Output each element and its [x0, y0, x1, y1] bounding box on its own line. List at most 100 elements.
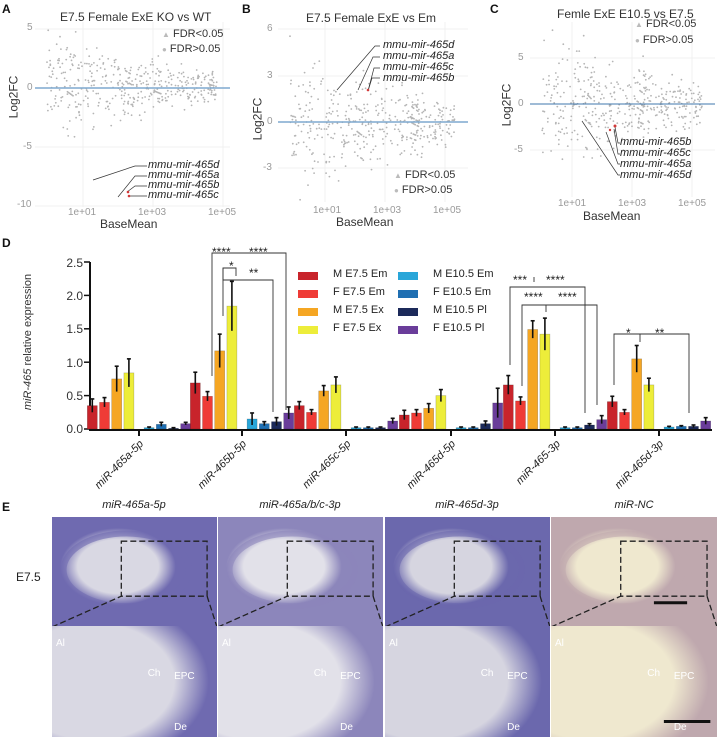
legend-swatch: [398, 272, 418, 280]
panel-d-ytick: 1.0: [66, 356, 83, 370]
panel-b-annotation: mmu-mir-465d: [383, 39, 455, 51]
significance-marker: ***: [513, 273, 528, 287]
row-label-e75: E7.5: [16, 570, 41, 584]
panel-a-ytick: 5: [27, 22, 33, 33]
tissue-label-de: De: [673, 722, 687, 733]
panel-b-xtick: 1e+05: [433, 205, 462, 216]
tissue-label-de: De: [507, 722, 520, 733]
panel-d-ytick: 1.5: [66, 322, 83, 336]
panel-b-ytick: 3: [267, 70, 273, 81]
legend-label: M E10.5 Pl: [433, 304, 487, 316]
triangle-icon: ▲: [162, 30, 170, 39]
panel-b-ytick: -3: [263, 162, 272, 173]
micrograph-overview: [52, 517, 217, 627]
panel-c-plot: [530, 22, 715, 197]
significance-marker: ****: [558, 290, 577, 304]
tissue-label-al: Al: [555, 638, 564, 649]
significance-marker: *: [229, 259, 234, 273]
panel-b-legend-fdr-ns: ● FDR>0.05: [394, 184, 453, 196]
panel-d-bar-chart: [84, 252, 712, 436]
panel-b-xtick: 1e+01: [313, 205, 342, 216]
panel-c-annotation: mmu-mir-465b: [620, 136, 692, 148]
legend-swatch: [298, 308, 318, 316]
panel-a-title: E7.5 Female ExE KO vs WT: [60, 10, 212, 24]
legend-swatch: [398, 326, 418, 334]
tissue-label-al: Al: [222, 638, 231, 649]
column-header: miR-465d-3p: [435, 499, 499, 511]
panel-c-annotation: mmu-mir-465d: [620, 169, 692, 181]
panel-b-annotation: mmu-mir-465a: [383, 50, 455, 62]
panel-a-xtick: 1e+01: [68, 207, 97, 218]
tissue-label-ch: Ch: [147, 668, 161, 679]
significance-marker: **: [249, 266, 259, 280]
panel-a-xtick: 1e+03: [138, 207, 167, 218]
panel-label-a: A: [2, 2, 11, 16]
circle-icon: ●: [635, 36, 640, 45]
panel-c-xlabel: BaseMean: [583, 209, 641, 223]
panel-d-ytick: 2.5: [66, 256, 83, 270]
micrograph-overview: [218, 517, 383, 627]
panel-a-annotation: mmu-mir-465d: [148, 159, 220, 171]
panel-b-xlabel: BaseMean: [336, 215, 394, 229]
significance-marker: ****: [249, 245, 268, 259]
legend-label: M E7.5 Em: [333, 268, 388, 280]
circle-icon: ●: [162, 45, 167, 54]
panel-b-annotation: mmu-mir-465b: [383, 72, 455, 84]
panel-a-ytick: -5: [23, 141, 32, 152]
panel-a-ytick: 0: [27, 82, 33, 93]
legend-swatch: [298, 326, 318, 334]
bar: [515, 400, 526, 430]
panel-d-ytick: 0.5: [66, 389, 83, 403]
panel-a-legend-fdr-sig: ▲ FDR<0.05: [162, 28, 224, 40]
triangle-icon: ▲: [635, 20, 643, 29]
legend-swatch: [398, 308, 418, 316]
column-header: miR-NC: [614, 499, 654, 511]
panel-label-e: E: [2, 500, 11, 514]
legend-label: F E7.5 Em: [333, 286, 385, 298]
panel-a-annotation: mmu-mir-465c: [148, 189, 219, 201]
tissue-label-de: De: [340, 722, 353, 733]
panel-label-d: D: [2, 236, 11, 250]
tissue-label-al: Al: [56, 638, 65, 649]
panel-c-legend-fdr-sig: ▲ FDR<0.05: [635, 18, 697, 30]
legend-swatch: [298, 290, 318, 298]
significance-marker: *: [626, 326, 631, 340]
tissue-label-epc: EPC: [507, 671, 528, 682]
panel-b-xtick: 1e+03: [373, 205, 402, 216]
legend-label: M E7.5 Ex: [333, 304, 384, 316]
panel-c-ytick: -5: [514, 144, 523, 155]
triangle-icon: ▲: [394, 171, 402, 180]
tissue-label-epc: EPC: [174, 671, 195, 682]
panel-b-ytick: 6: [267, 23, 273, 34]
panel-c-xtick: 1e+05: [678, 198, 707, 209]
tissue-label-ch: Ch: [313, 668, 327, 679]
bar: [318, 390, 330, 430]
panel-a-xtick: 1e+05: [208, 207, 237, 218]
panel-d-ytick: 0.0: [66, 422, 83, 436]
panel-c-ytick: 0: [518, 98, 524, 109]
panel-b-annotation: mmu-mir-465c: [383, 61, 454, 73]
micrograph-zoom: Al Ch EPC De: [52, 626, 217, 737]
bar: [202, 395, 213, 430]
legend-swatch: [398, 290, 418, 298]
micrograph-overview: [385, 517, 550, 627]
legend-label: F E10.5 Pl: [433, 322, 485, 334]
panel-a-xlabel: BaseMean: [100, 217, 158, 231]
panel-c-xtick: 1e+03: [618, 198, 647, 209]
panel-c-ytick: 5: [518, 52, 524, 63]
panel-a-annotation: mmu-mir-465a: [148, 169, 220, 181]
circle-icon: ●: [394, 186, 399, 195]
tissue-label-ch: Ch: [647, 668, 661, 679]
panel-c-annotation: mmu-mir-465c: [620, 147, 691, 159]
panel-b-title: E7.5 Female ExE vs Em: [306, 11, 437, 25]
panel-c-xtick: 1e+01: [558, 198, 587, 209]
column-header: miR-465a-5p: [102, 499, 166, 511]
bar: [527, 329, 539, 430]
tissue-label-ch: Ch: [480, 668, 494, 679]
tissue-label-epc: EPC: [673, 671, 695, 682]
panel-c-title: Femle ExE E10.5 vs E7.5: [557, 7, 694, 21]
significance-marker: ****: [546, 273, 565, 287]
panel-label-c: C: [490, 2, 499, 16]
micrograph-overview: [551, 517, 717, 627]
panel-a-annotation: mmu-mir-465b: [148, 179, 220, 191]
